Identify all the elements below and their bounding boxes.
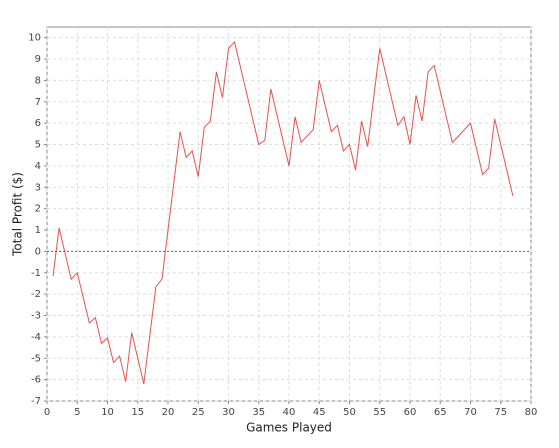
y-tick-label: 0	[35, 246, 41, 257]
x-tick-label: 70	[464, 407, 477, 418]
x-tick-label: 45	[313, 407, 326, 418]
x-tick-label: 0	[44, 407, 50, 418]
x-tick-label: 60	[404, 407, 417, 418]
x-tick-label: 30	[222, 407, 235, 418]
x-tick-label: 80	[525, 407, 538, 418]
y-tick-label: 8	[35, 75, 41, 86]
x-tick-label: 15	[131, 407, 144, 418]
y-tick-label: 6	[35, 118, 41, 129]
x-tick-label: 50	[343, 407, 356, 418]
y-tick-label: 9	[35, 54, 41, 65]
y-tick-label: 3	[35, 182, 41, 193]
x-axis-label: Games Played	[246, 421, 332, 435]
y-tick-label: 4	[35, 161, 41, 172]
y-tick-label: -5	[31, 353, 41, 364]
x-tick-label: 20	[162, 407, 175, 418]
y-tick-label: -2	[31, 289, 41, 300]
data-line	[52, 40, 514, 385]
y-tick-label: -1	[31, 268, 41, 279]
y-tick-label: 2	[35, 204, 41, 215]
y-tick-label: -7	[31, 396, 41, 407]
x-tick-label: 65	[434, 407, 447, 418]
x-tick-label: 35	[252, 407, 265, 418]
y-tick-label: 1	[35, 225, 41, 236]
x-tick-label: 75	[494, 407, 507, 418]
y-tick-label: 10	[28, 33, 41, 44]
y-tick-label: -3	[31, 311, 41, 322]
y-tick-label: -6	[31, 375, 41, 386]
x-tick-label: 40	[283, 407, 296, 418]
x-tick-label: 5	[74, 407, 80, 418]
y-axis-label: Total Profit ($)	[11, 172, 25, 257]
x-tick-label: 25	[192, 407, 205, 418]
x-tick-label: 10	[101, 407, 114, 418]
y-tick-label: 7	[35, 97, 41, 108]
x-tick-label: 55	[373, 407, 386, 418]
y-tick-label: -4	[31, 332, 41, 343]
y-tick-label: 5	[35, 140, 41, 151]
